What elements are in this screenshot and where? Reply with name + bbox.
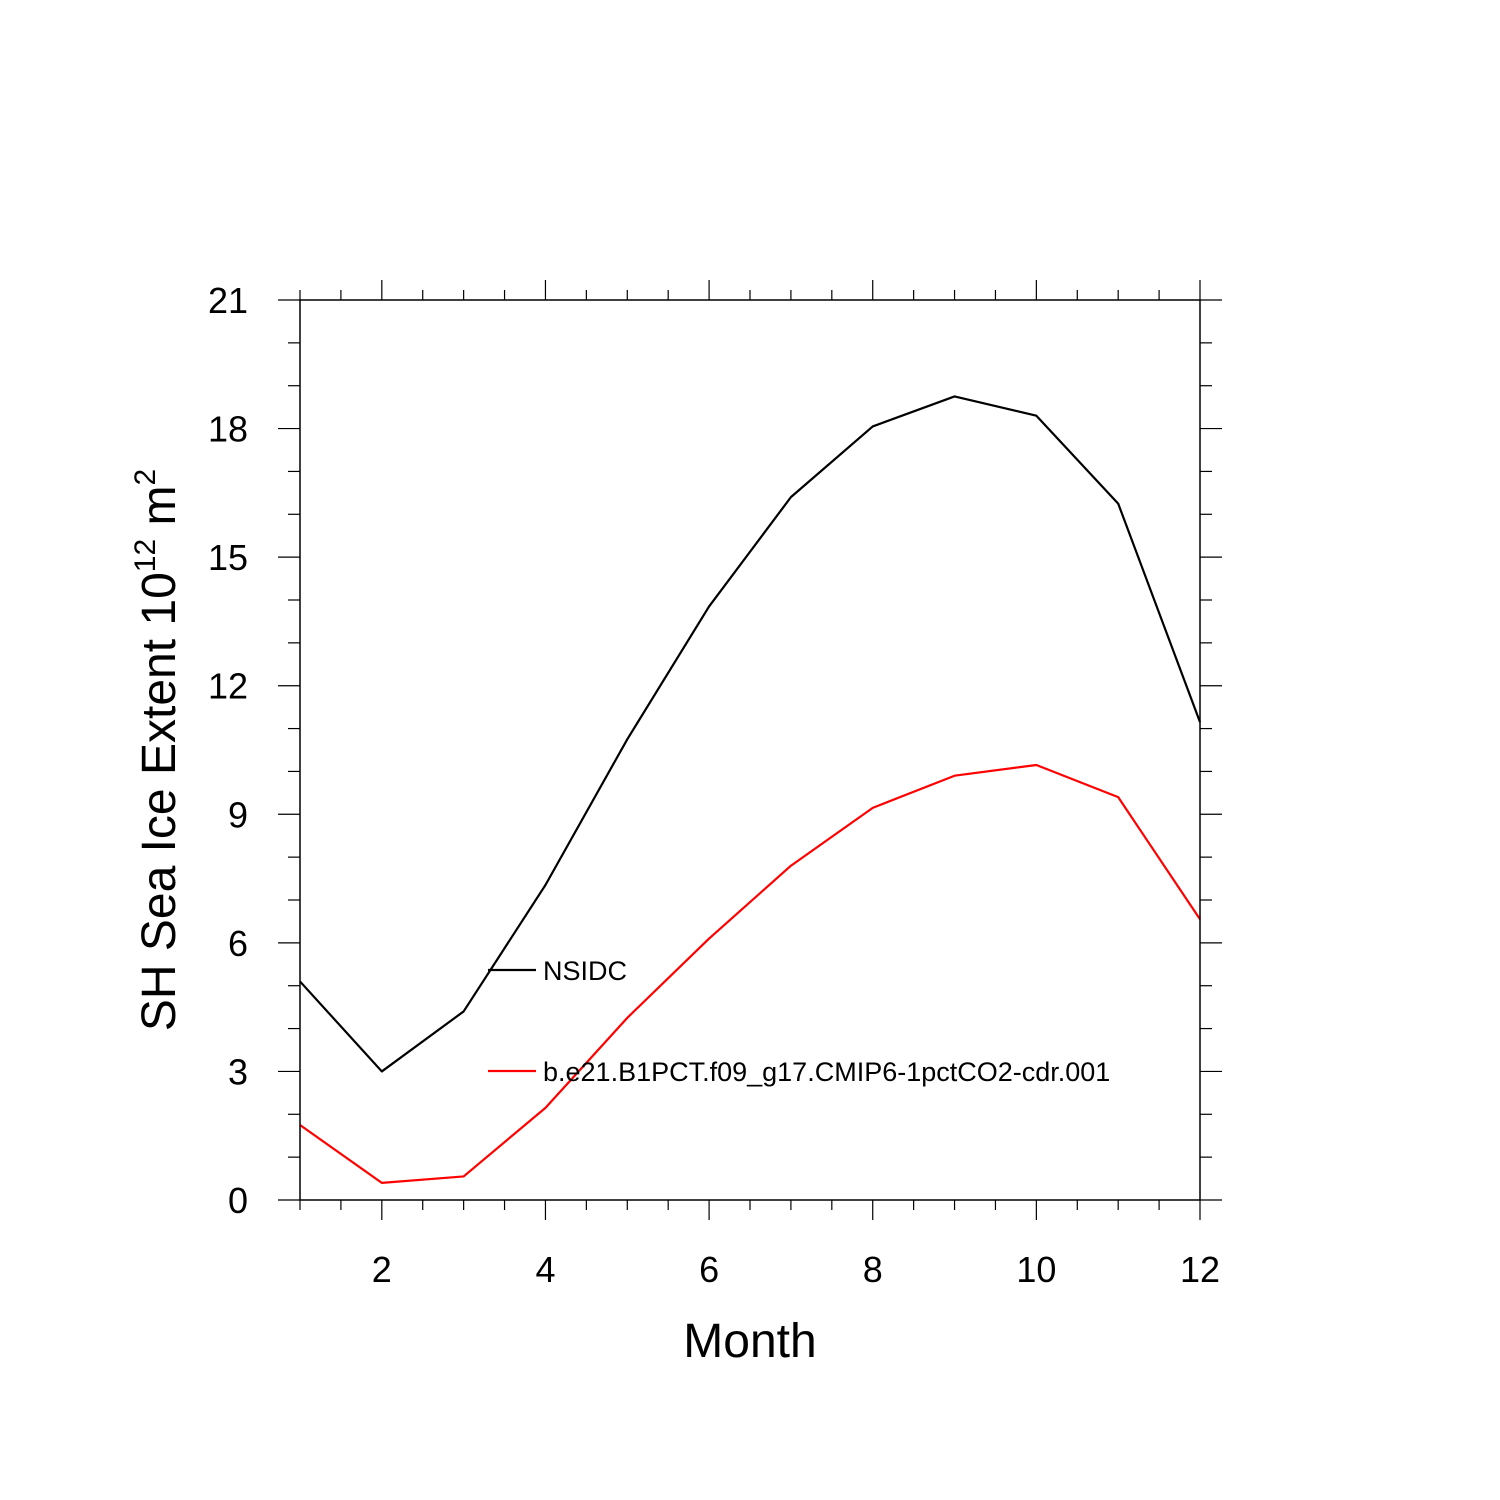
series-line-1 (299, 395, 1202, 1073)
legend: NSIDC b.e21.B1PCT.f09_g17.CMIP6-1pctCO2-c… (488, 956, 1110, 1087)
series-group (299, 395, 1202, 1184)
plot-frame (299, 299, 1201, 1201)
y-axis-title: SH Sea Ice Extent 1012 m2 (129, 469, 186, 1031)
x-tick-label: 8 (863, 1249, 883, 1290)
y-tick-label: 6 (228, 923, 248, 964)
x-tick-label: 2 (372, 1249, 392, 1290)
x-axis-title: Month (683, 1315, 816, 1368)
legend-label-2: b.e21.B1PCT.f09_g17.CMIP6-1pctCO2-cdr.00… (543, 1057, 1110, 1087)
series-line-2 (299, 763, 1201, 1184)
y-axis-title-main: SH Sea Ice Extent 10 (133, 572, 186, 1031)
x-tick-label: 10 (1016, 1249, 1056, 1290)
y-axis-title-unit: m (133, 486, 186, 539)
tick-labels: 2 4 6 8 10 12 0 3 6 9 12 15 18 21 (208, 280, 1220, 1290)
y-tick-label: 15 (208, 537, 248, 578)
y-tick-label: 9 (228, 794, 248, 835)
x-tick-label: 12 (1180, 1249, 1220, 1290)
axis-ticks (278, 280, 1222, 1220)
y-axis-title-exponent: 12 (129, 539, 162, 572)
y-tick-label: 3 (228, 1051, 248, 1092)
y-tick-label: 12 (208, 666, 248, 707)
x-tick-label: 4 (535, 1249, 555, 1290)
y-tick-label: 21 (208, 280, 248, 321)
legend-label-1: NSIDC (543, 956, 627, 986)
y-axis-title-unit-exponent: 2 (129, 469, 162, 486)
y-tick-label: 0 (228, 1180, 248, 1221)
x-tick-label: 6 (699, 1249, 719, 1290)
y-tick-label: 18 (208, 409, 248, 450)
